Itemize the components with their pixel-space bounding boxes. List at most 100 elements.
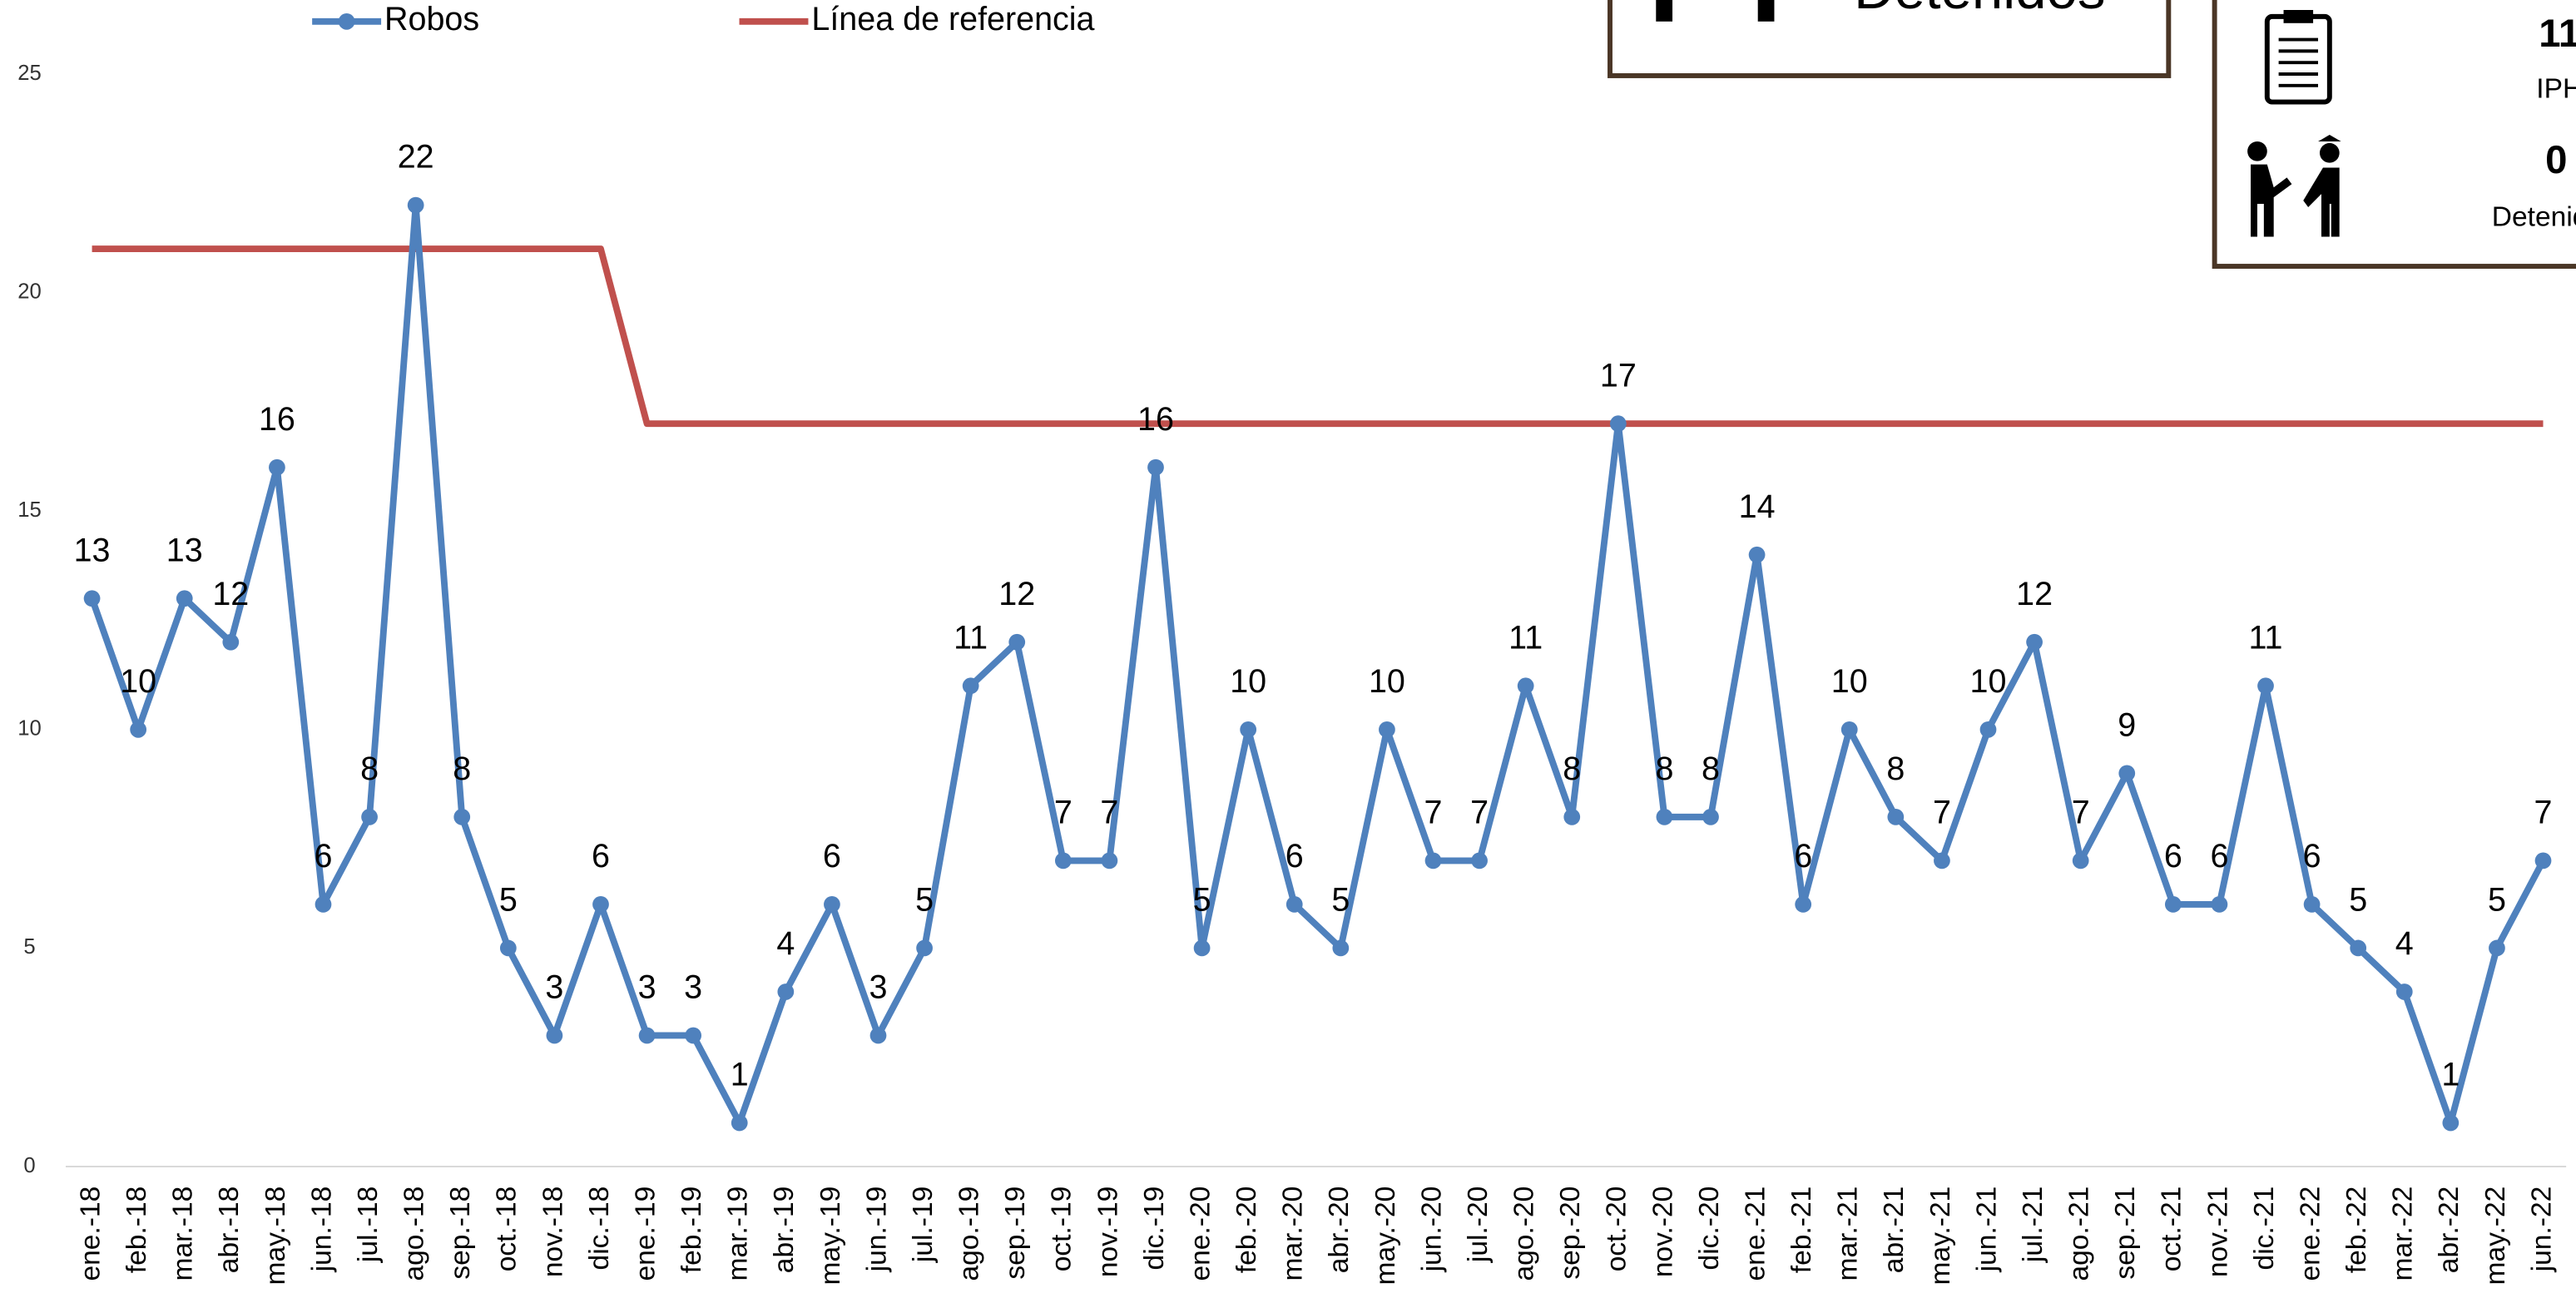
data-point	[869, 1027, 887, 1044]
data-label: 5	[915, 882, 934, 919]
data-point	[2442, 1114, 2460, 1132]
data-label: 5	[2349, 882, 2367, 919]
x-tick-label: ago.-20	[1509, 1187, 1540, 1281]
data-point	[315, 896, 332, 913]
x-tick-label: mar.-22	[2388, 1187, 2419, 1281]
data-label: 6	[1794, 838, 1812, 874]
data-label: 4	[2395, 925, 2414, 962]
x-tick-label: mar.-18	[168, 1187, 199, 1281]
data-label: 3	[869, 969, 888, 1006]
data-point	[222, 633, 240, 651]
x-tick-label: feb.-18	[121, 1187, 152, 1273]
data-label: 7	[1933, 795, 1951, 831]
x-tick-label: jun.-22	[2526, 1187, 2557, 1273]
panel-value: 11	[2539, 12, 2576, 56]
icon	[2247, 141, 2267, 161]
data-label: 7	[1424, 795, 1443, 831]
x-tick-label: jul.-21	[2018, 1187, 2048, 1263]
x-tick-label: dic.-19	[1139, 1187, 1170, 1271]
data-point	[1609, 415, 1627, 433]
x-tick-label: jun.-19	[861, 1187, 892, 1273]
data-label: 8	[453, 751, 471, 787]
data-point	[361, 808, 378, 825]
data-label: 3	[545, 969, 563, 1006]
data-point	[1795, 896, 1812, 913]
data-point	[453, 808, 471, 825]
data-point	[2072, 852, 2089, 870]
data-label: 12	[998, 576, 1035, 612]
x-tick-label: may.-20	[1370, 1187, 1401, 1286]
data-label: 22	[398, 139, 434, 176]
data-label: 13	[166, 532, 203, 568]
y-tick-label: 25	[17, 62, 42, 85]
series-line	[92, 245, 2544, 428]
data-point	[1517, 677, 1534, 695]
x-tick-label: feb.-19	[676, 1187, 707, 1273]
data-label: 3	[638, 969, 656, 1006]
x-tick-label: jun.-18	[306, 1187, 337, 1273]
x-tick-label: mar.-21	[1833, 1187, 1864, 1281]
panel	[1608, 0, 2172, 78]
x-tick-label: may.-21	[1925, 1187, 1956, 1286]
x-tick-label: sep.-21	[2110, 1187, 2141, 1280]
x-tick-label: sep.-19	[1000, 1187, 1031, 1280]
icon	[2319, 142, 2340, 163]
data-label: 7	[2534, 795, 2553, 831]
x-tick-label: abr.-20	[1324, 1187, 1355, 1273]
y-tick-label: 15	[17, 498, 42, 522]
legend-marker	[338, 12, 355, 30]
data-point	[1193, 939, 1211, 957]
panel-value: 0	[2545, 138, 2567, 182]
data-point	[731, 1114, 748, 1132]
data-point	[2350, 939, 2367, 957]
data-label: 1	[2441, 1057, 2460, 1093]
data-label: 9	[2118, 706, 2136, 743]
data-label: 1	[731, 1057, 749, 1093]
x-tick-label: dic.-18	[584, 1187, 615, 1271]
data-label: 7	[1100, 795, 1118, 831]
data-label: 17	[1600, 357, 1637, 394]
data-point	[499, 939, 517, 957]
data-point	[1887, 808, 1905, 825]
data-point	[1979, 721, 1997, 738]
data-point	[1424, 852, 1442, 870]
data-label: 7	[1470, 795, 1489, 831]
x-tick-label: mar.-19	[723, 1187, 754, 1281]
data-label: 6	[2303, 838, 2321, 874]
x-tick-label: ago.-18	[399, 1187, 430, 1281]
data-point	[1147, 458, 1164, 476]
x-tick-label: abr.-18	[214, 1187, 245, 1273]
x-tick-label: jul.-19	[908, 1187, 939, 1263]
data-point	[962, 677, 979, 695]
data-label: 14	[1739, 488, 1776, 525]
data-point	[2395, 983, 2413, 1000]
panel-label: IPH	[2536, 74, 2576, 105]
data-point	[2534, 852, 2552, 870]
x-tick-label: ene.-21	[1740, 1187, 1771, 1281]
data-label: 8	[1655, 751, 1673, 787]
x-tick-label: nov.-19	[1092, 1187, 1123, 1277]
x-tick-label: dic.-21	[2249, 1187, 2280, 1271]
data-point	[269, 458, 285, 476]
data-label: 5	[1331, 882, 1350, 919]
series-line	[88, 201, 2547, 1127]
data-point	[916, 939, 933, 957]
x-tick-label: jul.-20	[1463, 1187, 1494, 1263]
data-label: 10	[1831, 663, 1868, 700]
data-point	[1471, 852, 1488, 870]
x-tick-label: mar.-20	[1278, 1187, 1309, 1281]
data-point	[1240, 721, 1257, 738]
x-tick-label: abr.-19	[769, 1187, 800, 1273]
x-tick-label: ago.-19	[954, 1187, 985, 1281]
x-tick-label: oct.-18	[492, 1187, 523, 1272]
data-point	[1379, 721, 1395, 738]
x-tick-label: feb.-20	[1231, 1187, 1262, 1273]
data-point	[2303, 896, 2321, 913]
x-tick-label: oct.-20	[1602, 1187, 1632, 1272]
data-label: 5	[2488, 882, 2506, 919]
icon	[2283, 10, 2314, 23]
x-tick-label: jun.-20	[1416, 1187, 1447, 1273]
data-point	[777, 983, 795, 1000]
x-tick-label: feb.-22	[2341, 1187, 2372, 1273]
data-label: 12	[2016, 576, 2053, 612]
